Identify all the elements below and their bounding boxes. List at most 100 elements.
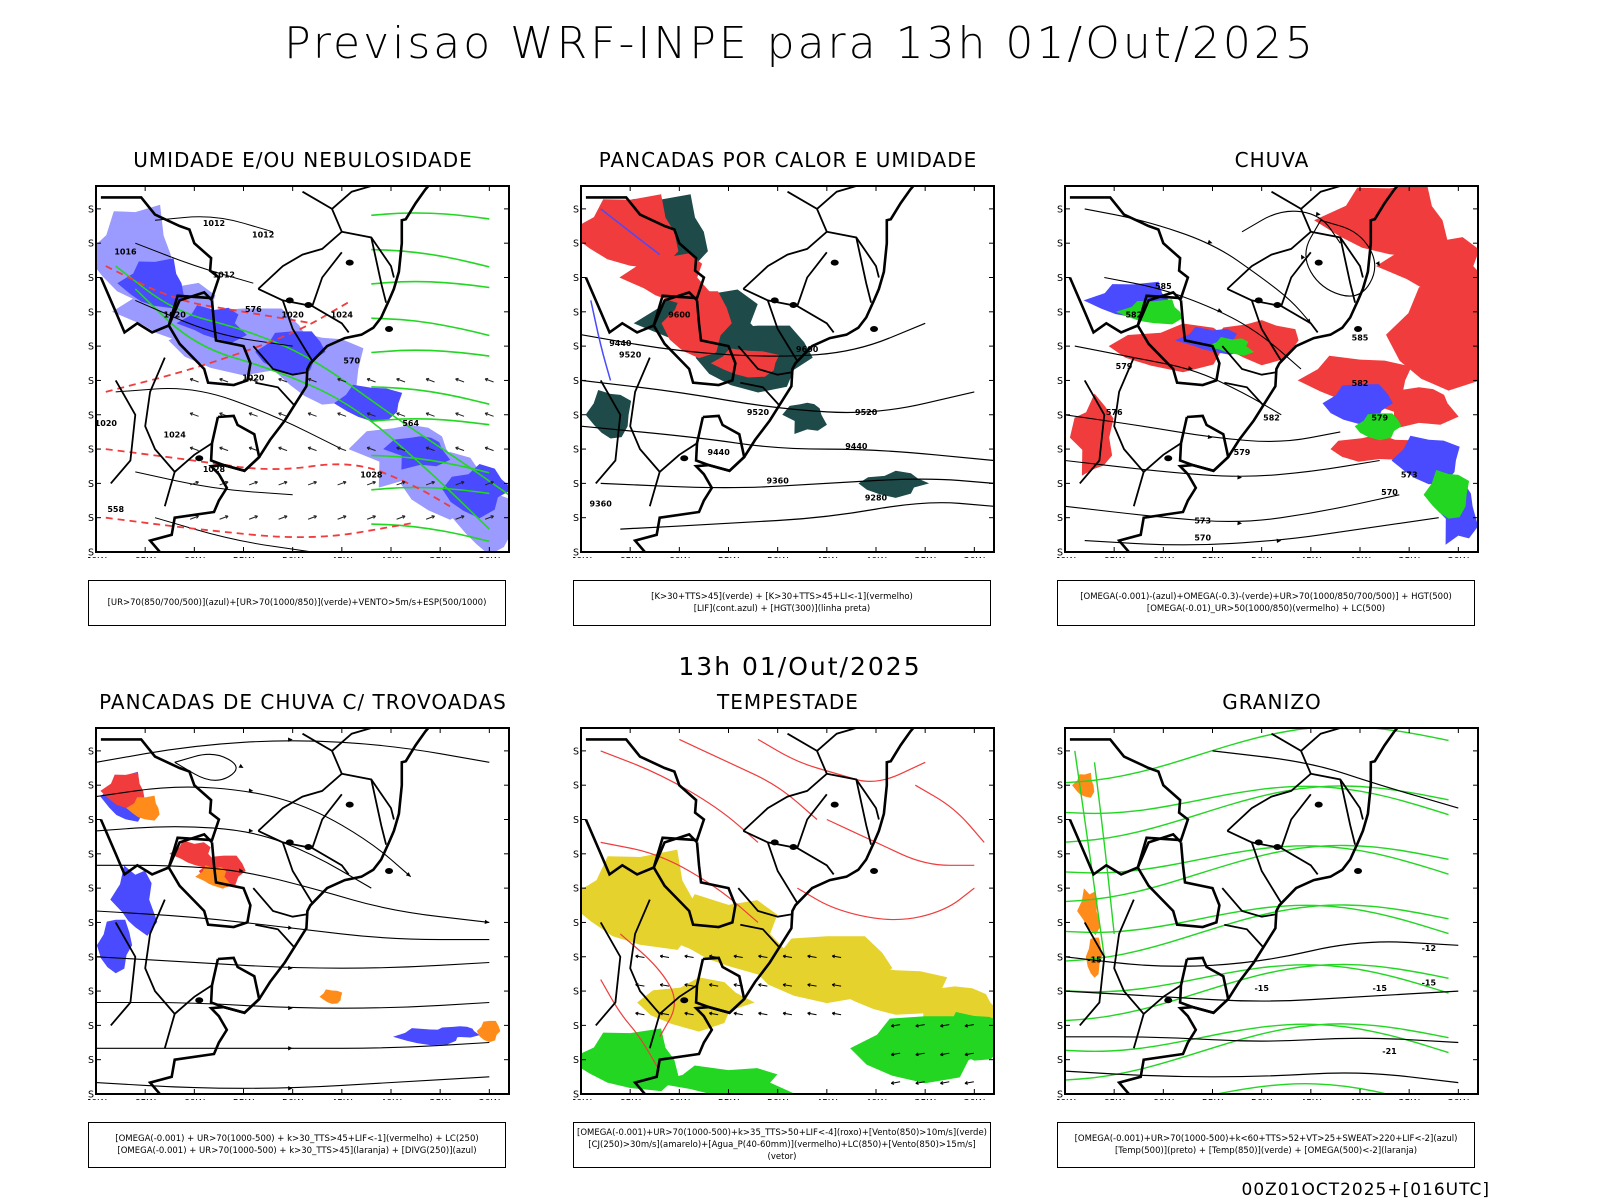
wind-vector [684,1012,694,1016]
lake-mark [285,839,294,846]
panel-granizo: GRANIZO -12 -15 -15 -15 -21 -15 12S 15S 18S 21S 24… [1057,690,1487,1180]
contour-label: 1024 [331,311,354,320]
wind-vector [807,955,817,959]
contour-line [1065,844,1449,903]
legend-line: [OMEGA(-0.001)-(azul)+OMEGA(-0.3)-(verde… [1080,592,1452,602]
contour-line [1074,750,1105,957]
border-line [629,357,661,473]
wind-vector-head [396,377,400,382]
streamline-arrow [1207,434,1213,440]
wind-vector [278,412,288,417]
border-line [595,921,622,1026]
lat-label: 12S [88,204,94,215]
coastline-west [1057,180,1063,558]
lat-label: 27S [1057,918,1063,929]
contour-line [1065,1036,1459,1044]
border-line [1224,923,1265,949]
panel-legend: [OMEGA(-0.001)+UR>70(1000-500)+k>35_TTS>… [573,1122,991,1168]
lon-label: 65W [134,1098,156,1100]
border-line [737,887,792,918]
border-line [1221,345,1276,376]
wind-vector [484,412,494,417]
contour-line [174,753,237,781]
border-line [740,381,781,407]
contour-label: 1020 [282,311,305,320]
contour-label: 1012 [213,271,235,280]
wind-vector-head [372,515,376,519]
coastline-west [573,180,579,558]
wind-vector [396,447,406,452]
border-line [816,728,857,752]
lon-label: 30W [1448,556,1470,558]
lake-mark [195,455,204,462]
wind-vector-head [484,377,489,382]
streamline-arrow [1375,261,1380,267]
lat-label: 24S [1057,342,1063,353]
wind-vector [733,955,743,959]
border-line [209,956,261,1015]
contour-line [1065,785,1449,843]
streamline-arrow [288,1005,293,1011]
streamline-arrow [1207,239,1213,244]
jet-yellow [581,849,994,1032]
contour-line [105,299,353,393]
wind-vector [307,481,317,486]
basemap [1068,728,1400,1094]
wind-vector [484,481,494,486]
contour-label: -15 [1254,984,1269,993]
panel-umidade: UMIDADE E/OU NEBULOSIDADE 1012 1012 1012 10… [88,148,518,638]
border-line [1251,299,1319,333]
lat-label: 12S [573,746,579,757]
lon-label: 40W [865,1098,887,1100]
wind-vector [455,378,465,383]
wind-vector-head [254,515,258,519]
lat-label: 30S [88,952,94,963]
wind-vector-head [890,1023,895,1028]
border-line [255,381,296,407]
wind-vector-head [831,954,836,959]
panel-title: UMIDADE E/OU NEBULOSIDADE [133,148,473,172]
lat-label: 27S [88,376,94,387]
wind-vector-head [401,515,406,519]
map-granizo: -12 -15 -15 -15 -21 -15 12S 15S 18S 21S 24S 27S 30S 3… [1057,727,1479,1100]
lat-label: 12S [1057,746,1063,757]
lake-mark [385,867,394,874]
border-line [167,290,252,387]
wind-vector-head [425,446,430,451]
contour-label: 582 [1125,311,1142,320]
lake-mark [1354,325,1363,332]
basemap [99,186,431,552]
contour-line [154,216,274,233]
wind-vectors [189,377,494,520]
shaded-area [782,402,827,434]
border-line [1280,793,1312,849]
coastline-west [88,722,94,1100]
contour-line [1065,414,1341,442]
panel-title: CHUVA [1234,148,1310,172]
shaded-area [1069,393,1114,476]
panel-tempestade: TEMPESTADE 12S 15S 18S 21S 24S 27S 30S 33S 36S 39… [573,690,1003,1180]
lake-mark [345,259,354,266]
lat-label: 27S [573,918,579,929]
contour-label: 9520 [747,408,770,417]
lat-label: 12S [88,746,94,757]
lon-label: 70W [573,1098,592,1100]
streamline-arrow [287,925,293,930]
lat-label: 21S [88,849,94,860]
streamline-arrow [1237,520,1242,526]
wind-vector-head [758,1011,762,1016]
shaded-area [1369,387,1459,429]
wind-vector [782,1012,793,1016]
wind-vector [337,378,347,383]
contour-label: 579 [1371,413,1388,422]
shaded-area [117,258,184,309]
contour-line [826,818,975,866]
coastline-east [632,186,916,552]
frame: 12S 15S 18S 21S 24S 27S 30S 33S 36S 39S 42S70W 65W 6… [88,727,510,1100]
border-line [742,190,828,290]
border-line [99,738,221,877]
wind-vector [891,1052,901,1056]
border-line [144,899,176,1015]
